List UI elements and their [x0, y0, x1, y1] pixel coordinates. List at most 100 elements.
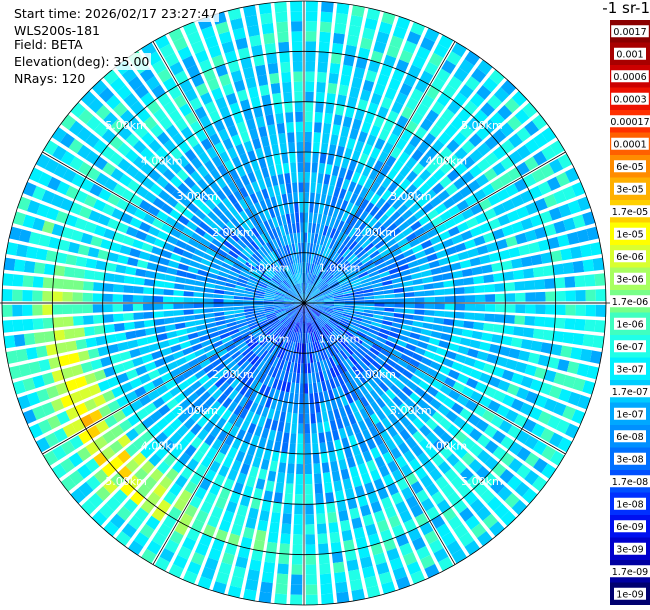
range-gate-cell	[393, 173, 405, 186]
range-gate-cell	[274, 335, 282, 346]
range-gate-cell	[314, 303, 325, 305]
range-gate-cell	[243, 297, 254, 301]
range-gate-cell	[461, 437, 476, 451]
range-gate-cell	[249, 390, 258, 402]
range-gate-cell	[386, 373, 398, 384]
range-gate-cell	[302, 282, 304, 293]
range-gate-cell	[283, 371, 289, 382]
range-gate-cell	[112, 363, 126, 375]
range-gate-cell	[183, 162, 196, 176]
range-gate-cell	[531, 168, 546, 183]
range-gate-cell	[373, 478, 385, 491]
range-gate-cell	[304, 293, 307, 303]
range-gate-cell	[363, 309, 375, 314]
range-gate-cell	[470, 390, 483, 403]
range-gate-cell	[489, 521, 505, 537]
range-gate-cell	[542, 329, 555, 341]
range-gate-cell	[531, 476, 548, 492]
range-gate-cell	[378, 571, 393, 585]
range-gate-cell	[203, 303, 214, 308]
range-gate-cell	[147, 438, 161, 452]
range-gate-cell	[351, 150, 361, 162]
range-gate-cell	[270, 511, 281, 524]
range-gate-cell	[293, 71, 303, 82]
range-gate-cell	[210, 425, 221, 438]
range-gate-cell	[85, 133, 100, 148]
range-gate-cell	[305, 534, 316, 545]
range-gate-cell	[374, 303, 385, 307]
range-gate-cell	[349, 379, 359, 390]
range-gate-cell	[140, 445, 154, 459]
range-gate-cell	[341, 262, 351, 272]
range-gate-cell	[136, 337, 149, 347]
range-gate-cell	[342, 178, 351, 190]
range-gate-cell	[111, 386, 125, 398]
range-gate-cell	[218, 31, 233, 44]
range-gate-cell	[491, 262, 503, 272]
range-gate-cell	[254, 169, 263, 181]
range-gate-cell	[394, 379, 406, 390]
range-gate-cell	[192, 196, 204, 209]
range-gate-cell	[349, 507, 361, 520]
range-gate-cell	[51, 463, 67, 480]
range-gate-cell	[183, 315, 195, 322]
range-gate-cell	[370, 181, 381, 193]
colorbar-label: 6e-06	[616, 252, 643, 263]
range-gate-cell	[342, 416, 351, 428]
range-gate-cell	[33, 331, 46, 344]
range-gate-cell	[306, 353, 310, 364]
range-gate-cell	[74, 375, 88, 389]
range-gate-cell	[240, 360, 250, 370]
range-gate-cell	[322, 309, 333, 314]
range-gate-cell	[308, 322, 312, 333]
range-gate-cell	[453, 177, 467, 190]
range-gate-cell	[288, 254, 294, 265]
range-gate-cell	[291, 372, 297, 384]
range-gate-cell	[334, 353, 343, 364]
range-gate-cell	[333, 114, 343, 126]
range-gate-cell	[349, 256, 359, 265]
range-gate-cell	[401, 106, 414, 120]
range-gate-cell	[493, 272, 505, 282]
range-gate-cell	[245, 376, 255, 388]
range-gate-cell	[304, 303, 307, 313]
range-gate-cell	[166, 196, 179, 208]
range-gate-cell	[281, 523, 292, 535]
range-gate-cell	[557, 234, 570, 248]
range-gate-cell	[423, 132, 437, 146]
range-gate-cell	[402, 369, 414, 380]
range-gate-cell	[493, 87, 510, 103]
colorbar-label: 1e-07	[616, 409, 643, 420]
range-gate-cell	[366, 585, 381, 599]
range-gate-cell	[333, 294, 344, 299]
range-gate-cell	[394, 298, 405, 303]
range-gate-cell	[340, 222, 349, 234]
range-gate-cell	[412, 278, 424, 286]
range-gate-cell	[216, 324, 228, 331]
range-gate-cell	[380, 393, 391, 405]
range-gate-cell	[454, 445, 468, 459]
range-gate-cell	[392, 317, 404, 324]
range-gate-cell	[313, 276, 319, 286]
range-gate-cell	[156, 131, 170, 146]
range-gate-cell	[213, 298, 224, 303]
range-gate-cell	[355, 232, 365, 243]
range-gate-cell	[324, 300, 335, 302]
range-gate-cell	[475, 173, 489, 187]
range-gate-cell	[339, 233, 348, 244]
range-gate-cell	[60, 457, 75, 474]
range-gate-cell	[285, 244, 291, 256]
range-gate-cell	[305, 282, 308, 294]
range-gate-cell	[288, 243, 294, 255]
range-gate-cell	[323, 173, 331, 185]
range-gate-cell	[499, 122, 515, 138]
range-gate-cell	[574, 275, 586, 288]
range-gate-cell	[141, 177, 155, 190]
range-gate-cell	[61, 366, 74, 380]
ring-label: 1.00km	[248, 261, 290, 274]
range-gate-cell	[454, 430, 468, 444]
range-gate-cell	[191, 73, 205, 88]
range-gate-cell	[321, 1, 334, 13]
range-gate-cell	[372, 282, 383, 288]
range-gate-cell	[305, 91, 314, 102]
